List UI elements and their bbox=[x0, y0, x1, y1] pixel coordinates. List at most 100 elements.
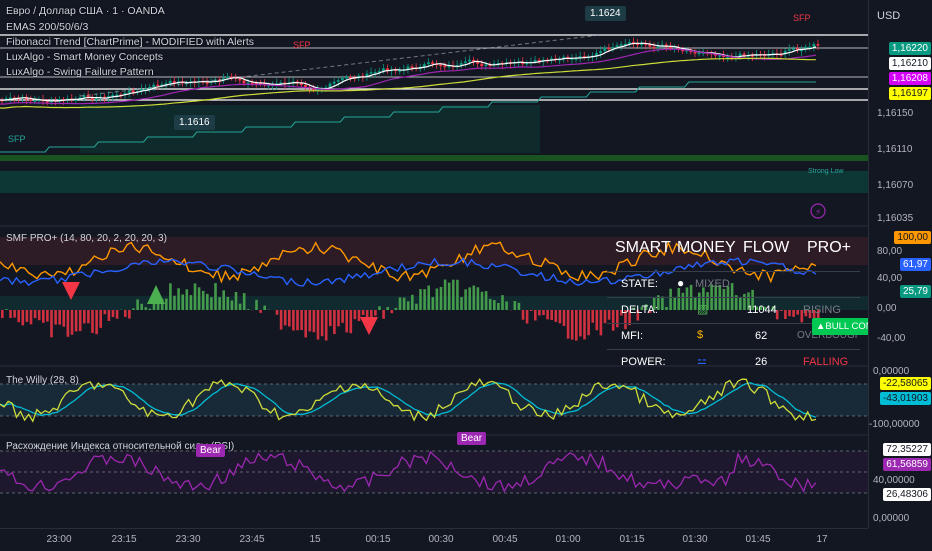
willy-tick: 0,00000 bbox=[873, 366, 909, 377]
smf-hist-bar bbox=[604, 310, 607, 323]
candle bbox=[788, 49, 791, 51]
smf-hist-bar bbox=[448, 283, 451, 310]
sfp-label-3: SFP bbox=[793, 13, 811, 23]
indicator-sfp[interactable]: LuxAlgo - Swing Failure Pattern bbox=[6, 65, 154, 79]
smf-hist-bar bbox=[493, 300, 496, 310]
smf-hist-bar bbox=[362, 310, 365, 315]
dumbbell-icon: ⚍ bbox=[697, 354, 707, 365]
smf-table: SMART MONEY FLOW PRO+ STATE: ● MIXED DEL… bbox=[607, 235, 860, 365]
smf-hist-bar bbox=[337, 310, 340, 326]
time-tick: 01:45 bbox=[745, 534, 770, 545]
smf-hist-bar bbox=[227, 297, 230, 310]
time-axis[interactable]: 23:00 23:15 23:30 23:45 15 00:15 00:30 0… bbox=[0, 528, 868, 551]
smf-row-state: STATE: ● MIXED bbox=[607, 271, 860, 298]
smf-hist-bar bbox=[259, 310, 262, 313]
currency-label[interactable]: USD bbox=[877, 10, 900, 22]
time-tick: 23:00 bbox=[46, 534, 71, 545]
smf-hist-bar bbox=[190, 295, 193, 310]
indicator-fib[interactable]: Fibonacci Trend [ChartPrime] - MODIFIED … bbox=[6, 35, 254, 49]
smf-hist-bar bbox=[46, 310, 49, 322]
candle bbox=[792, 48, 795, 50]
smf-hist-bar bbox=[591, 310, 594, 323]
smf-hist-bar bbox=[136, 299, 139, 310]
indicator-ema[interactable]: EMAS 200/50/6/3 bbox=[6, 20, 88, 34]
smf-hist-bar bbox=[477, 287, 480, 310]
candle bbox=[152, 85, 155, 87]
smf-hist-bar bbox=[280, 310, 283, 330]
price-tick: 1,16070 bbox=[877, 180, 913, 191]
smf-hist-bar bbox=[210, 297, 213, 310]
indicator-smc[interactable]: LuxAlgo - Smart Money Concepts bbox=[6, 50, 163, 64]
smf-hist-bar bbox=[514, 301, 517, 310]
smf-hist-bar bbox=[403, 298, 406, 310]
smf-hist-bar bbox=[432, 297, 435, 310]
smf-hist-bar bbox=[63, 310, 66, 327]
smf-hist-bar bbox=[382, 310, 385, 319]
smf-hist-bar bbox=[181, 294, 184, 310]
willy-pane-title[interactable]: The Willy (28, 8) bbox=[6, 375, 79, 386]
smf-hist-bar bbox=[542, 310, 545, 315]
sfp-label-1: SFP bbox=[8, 134, 26, 144]
smf-hist-bar bbox=[13, 310, 16, 318]
smf-hist-bar bbox=[128, 310, 131, 319]
willy-tick: -100,00000 bbox=[869, 419, 920, 430]
smf-hist-bar bbox=[427, 286, 430, 310]
smf-hist-bar bbox=[423, 289, 426, 310]
symbol-title[interactable]: Евро / Доллар США · 1 · OANDA bbox=[6, 4, 165, 18]
smf-hist-bar bbox=[292, 310, 295, 331]
smf-hist-bar bbox=[444, 280, 447, 310]
smf-hist-bar bbox=[149, 309, 152, 310]
smf-hist-bar bbox=[309, 310, 312, 331]
smf-hist-bar bbox=[75, 310, 78, 331]
willy-pane bbox=[0, 379, 868, 421]
smf-hist-bar bbox=[321, 310, 324, 336]
smf-badge-green: 25,79 bbox=[900, 285, 931, 298]
smf-row-label: DELTA: bbox=[621, 304, 658, 316]
bear-label-2: Bear bbox=[457, 432, 486, 445]
smf-hist-bar bbox=[231, 301, 234, 310]
smf-hist-bar bbox=[30, 310, 33, 324]
price-badge-ema-fast: 1,16210 bbox=[889, 57, 931, 70]
fib-zone bbox=[80, 105, 540, 153]
smf-hist-bar bbox=[145, 307, 148, 310]
price-axis[interactable]: USD 1,16220 1,16210 1,16208 1,16197 1,16… bbox=[868, 0, 932, 528]
smf-hist-bar bbox=[464, 289, 467, 310]
smf-pane-title[interactable]: SMF PRO+ (14, 80, 20, 2, 20, 20, 3) bbox=[6, 233, 167, 244]
candle bbox=[812, 44, 815, 47]
smf-hist-bar bbox=[104, 310, 107, 314]
candle bbox=[226, 77, 229, 79]
smf-hist-bar bbox=[317, 310, 320, 340]
candle bbox=[156, 85, 159, 87]
candle bbox=[698, 53, 701, 55]
smf-hist-bar bbox=[354, 310, 357, 319]
smf-hist-bar bbox=[38, 310, 41, 320]
time-tick: 00:15 bbox=[365, 534, 390, 545]
smf-hist-bar bbox=[34, 310, 37, 318]
smf-hist-bar bbox=[571, 310, 574, 340]
time-tick: 00:30 bbox=[428, 534, 453, 545]
smf-hist-bar bbox=[296, 310, 299, 330]
smf-hist-bar bbox=[345, 310, 348, 332]
smf-hist-bar bbox=[177, 288, 180, 310]
candle bbox=[468, 60, 471, 62]
smf-hist-bar bbox=[378, 306, 381, 310]
smf-hist-bar bbox=[42, 310, 45, 323]
smf-hist-bar bbox=[419, 289, 422, 310]
smf-hist-bar bbox=[501, 295, 504, 310]
smf-buy-triangle-1 bbox=[147, 285, 165, 304]
smf-hist-bar bbox=[481, 292, 484, 310]
candle bbox=[169, 81, 172, 83]
candle bbox=[29, 100, 32, 102]
candle bbox=[132, 90, 135, 92]
smf-hist-bar bbox=[67, 310, 70, 337]
willy-badge-fast: -22,58065 bbox=[880, 377, 931, 390]
smf-hist-bar bbox=[600, 310, 603, 335]
price-badge-ema-slow: 1,16197 bbox=[889, 87, 931, 100]
smf-hist-bar bbox=[526, 310, 529, 324]
smf-sell-triangle-2 bbox=[360, 317, 378, 335]
price-badge-ema-mid: 1,16208 bbox=[889, 72, 931, 85]
smf-hist-bar bbox=[489, 299, 492, 310]
smf-row-extra: RISING bbox=[803, 304, 841, 316]
time-tick: 17 bbox=[816, 534, 827, 545]
rsi-badge-value: 61,56859 bbox=[883, 458, 931, 471]
